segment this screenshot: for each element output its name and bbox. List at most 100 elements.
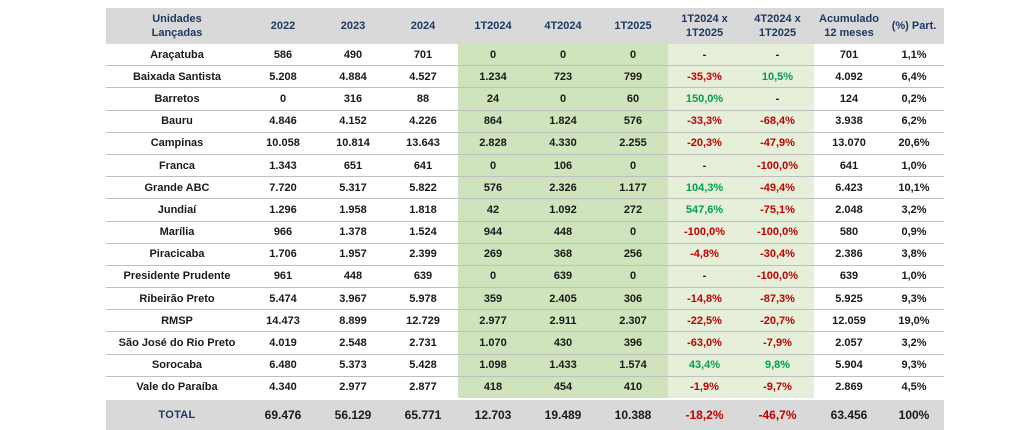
value-accumulated: 2.048 <box>814 198 884 222</box>
value-1t2024: 1.098 <box>458 354 528 377</box>
value-2023: 448 <box>318 265 388 289</box>
value-1t2025: 2.307 <box>598 309 668 333</box>
value-1t2025: 396 <box>598 331 668 355</box>
region-cell: Marília <box>106 221 248 244</box>
value-2023: 1.958 <box>318 198 388 222</box>
value-share: 3,2% <box>884 331 944 355</box>
value-2024: 13.643 <box>388 132 458 155</box>
value-2022: 586 <box>248 44 318 67</box>
value-4t2024: 1.433 <box>528 354 598 377</box>
value-accumulated: 124 <box>814 87 884 111</box>
header-4t2024: 4T2024 <box>528 8 598 44</box>
header-2022: 2022 <box>248 8 318 44</box>
value-2024: 701 <box>388 44 458 67</box>
value-share: 3,8% <box>884 243 944 266</box>
region-cell: Araçatuba <box>106 44 248 67</box>
value-4t2024: 106 <box>528 154 598 178</box>
total-row: TOTAL 69.476 56.129 65.771 12.703 19.489… <box>106 398 944 430</box>
value-share: 6,4% <box>884 65 944 89</box>
value-accumulated: 701 <box>814 44 884 67</box>
value-2023: 4.152 <box>318 110 388 133</box>
value-1t2024: 0 <box>458 265 528 289</box>
value-1t2025: 306 <box>598 287 668 311</box>
value-2022: 0 <box>248 87 318 111</box>
value-accumulated: 5.925 <box>814 287 884 311</box>
total-2023: 56.129 <box>318 398 388 430</box>
var-qoq: -100,0% <box>741 265 814 289</box>
value-1t2025: 272 <box>598 198 668 222</box>
value-4t2024: 430 <box>528 331 598 355</box>
total-1t2024: 12.703 <box>458 398 528 430</box>
var-yoy: -4,8% <box>668 243 741 266</box>
value-2022: 4.846 <box>248 110 318 133</box>
value-2024: 2.877 <box>388 376 458 400</box>
region-cell: Piracicaba <box>106 243 248 266</box>
value-2022: 5.208 <box>248 65 318 89</box>
value-2022: 966 <box>248 221 318 244</box>
value-1t2024: 418 <box>458 376 528 400</box>
table-row: Campinas 10.058 10.814 13.643 2.828 4.330 2.25… <box>106 132 944 155</box>
value-1t2025: 1.574 <box>598 354 668 377</box>
value-2023: 490 <box>318 44 388 67</box>
var-yoy: -33,3% <box>668 110 741 133</box>
value-2024: 639 <box>388 265 458 289</box>
total-4t2024: 19.489 <box>528 398 598 430</box>
var-yoy: -22,5% <box>668 309 741 333</box>
total-share: 100% <box>884 398 944 430</box>
value-2023: 4.884 <box>318 65 388 89</box>
value-4t2024: 0 <box>528 87 598 111</box>
value-2022: 4.340 <box>248 376 318 400</box>
table-row: Ribeirão Preto 5.474 3.967 5.978 359 2.405 306… <box>106 287 944 311</box>
value-accumulated: 641 <box>814 154 884 178</box>
value-1t2024: 0 <box>458 154 528 178</box>
value-4t2024: 2.911 <box>528 309 598 333</box>
region-cell: Bauru <box>106 110 248 133</box>
region-cell: Vale do Paraíba <box>106 376 248 400</box>
value-share: 3,2% <box>884 198 944 222</box>
var-yoy: 547,6% <box>668 198 741 222</box>
value-4t2024: 4.330 <box>528 132 598 155</box>
region-cell: Grande ABC <box>106 176 248 200</box>
launched-units-table: Unidades Lançadas 2022 2023 2024 1T2024 … <box>106 8 944 430</box>
var-yoy: 104,3% <box>668 176 741 200</box>
table-row: Barretos 0 316 88 24 0 60 150,0% -124 0,2% <box>106 87 944 111</box>
value-2024: 1.524 <box>388 221 458 244</box>
table-row: Araçatuba 586 490 701 0 0 0- -701 1,1% <box>106 44 944 67</box>
value-2023: 2.977 <box>318 376 388 400</box>
value-accumulated: 2.057 <box>814 331 884 355</box>
table-row: RMSP 14.473 8.899 12.729 2.977 2.911 2.307 -22,… <box>106 309 944 333</box>
value-4t2024: 1.824 <box>528 110 598 133</box>
header-accumulated: Acumulado 12 meses <box>814 8 884 44</box>
value-2022: 1.343 <box>248 154 318 178</box>
value-2022: 1.706 <box>248 243 318 266</box>
value-2022: 1.296 <box>248 198 318 222</box>
var-yoy: -14,8% <box>668 287 741 311</box>
header-1t2025: 1T2025 <box>598 8 668 44</box>
var-qoq: -49,4% <box>741 176 814 200</box>
value-4t2024: 0 <box>528 44 598 67</box>
value-share: 0,2% <box>884 87 944 111</box>
value-4t2024: 368 <box>528 243 598 266</box>
var-qoq: - <box>741 87 814 111</box>
header-region: Unidades Lançadas <box>106 8 248 44</box>
value-1t2025: 60 <box>598 87 668 111</box>
total-2024: 65.771 <box>388 398 458 430</box>
value-2023: 651 <box>318 154 388 178</box>
value-1t2024: 944 <box>458 221 528 244</box>
table-row: Presidente Prudente 961 448 639 0 639 0- -100,0… <box>106 265 944 289</box>
table-row: Piracicaba 1.706 1.957 2.399 269 368 256 -4,8% -… <box>106 243 944 266</box>
var-yoy: - <box>668 44 741 67</box>
value-2022: 10.058 <box>248 132 318 155</box>
total-label: TOTAL <box>106 398 248 430</box>
value-2024: 2.731 <box>388 331 458 355</box>
value-1t2024: 0 <box>458 44 528 67</box>
value-4t2024: 454 <box>528 376 598 400</box>
value-2024: 1.818 <box>388 198 458 222</box>
value-1t2024: 2.977 <box>458 309 528 333</box>
region-cell: Presidente Prudente <box>106 265 248 289</box>
var-yoy: -100,0% <box>668 221 741 244</box>
total-var-qoq: -46,7% <box>741 398 814 430</box>
value-share: 1,1% <box>884 44 944 67</box>
var-yoy: -63,0% <box>668 331 741 355</box>
value-share: 1,0% <box>884 265 944 289</box>
